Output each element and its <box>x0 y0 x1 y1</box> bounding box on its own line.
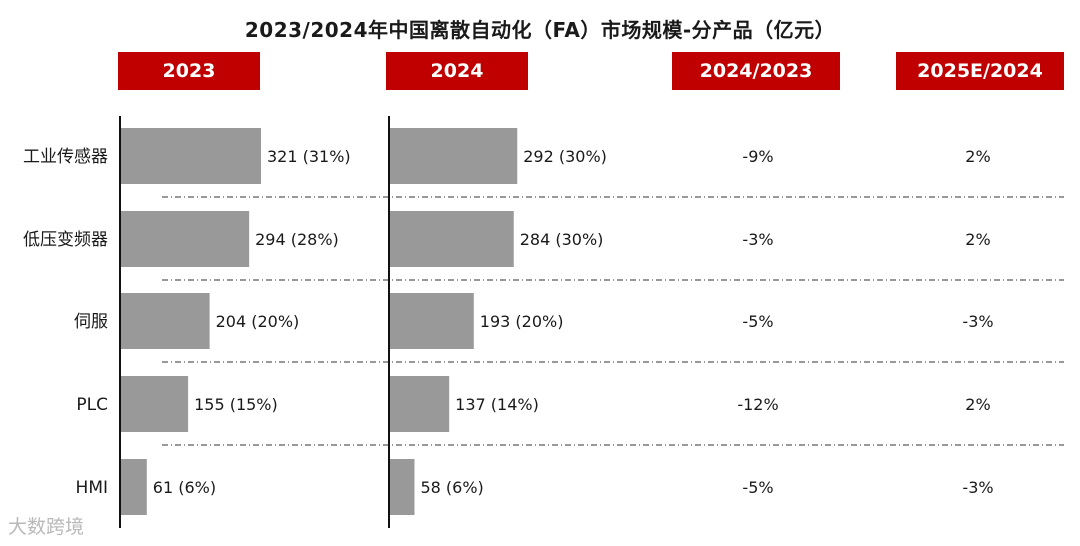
data-label: 155 (15%) <box>194 395 278 414</box>
bar-2024-0 <box>389 128 518 184</box>
data-label: 61 (6%) <box>153 478 216 497</box>
growth-value: 2% <box>965 230 990 249</box>
chart-title: 2023/2024年中国离散自动化（FA）市场规模-分产品（亿元） <box>244 18 836 42</box>
bar-2024-2 <box>389 293 474 349</box>
growth-value: -12% <box>737 395 778 414</box>
header-2024: 2024 <box>386 52 528 90</box>
growth-value: -5% <box>742 478 773 497</box>
header-2024-vs-2023: 2024/2023 <box>672 52 840 90</box>
bar-2023-0 <box>120 128 261 184</box>
growth-value: -3% <box>962 312 993 331</box>
growth-value: -3% <box>962 478 993 497</box>
data-label: 292 (30%) <box>523 147 607 166</box>
data-label: 294 (28%) <box>255 230 339 249</box>
category-label: HMI <box>76 478 108 498</box>
data-label: 193 (20%) <box>480 312 564 331</box>
category-label: PLC <box>76 395 108 415</box>
bar-2024-1 <box>389 211 514 267</box>
category-label: 伺服 <box>74 312 108 332</box>
growth-value: -5% <box>742 312 773 331</box>
growth-value: -9% <box>742 147 773 166</box>
data-label: 204 (20%) <box>216 312 300 331</box>
header-2025e-vs-2024: 2025E/2024 <box>896 52 1064 90</box>
bar-2023-1 <box>120 211 250 267</box>
bar-2024-3 <box>389 376 450 432</box>
bar-2023-2 <box>120 293 210 349</box>
category-label: 工业传感器 <box>23 147 108 167</box>
data-label: 321 (31%) <box>267 147 351 166</box>
growth-value: 2% <box>965 395 990 414</box>
data-label: 137 (14%) <box>455 395 539 414</box>
data-label: 58 (6%) <box>420 478 483 497</box>
bar-2023-3 <box>120 376 189 432</box>
growth-value: -3% <box>742 230 773 249</box>
watermark-logo: 大数跨境 <box>8 516 85 538</box>
data-label: 284 (30%) <box>520 230 604 249</box>
growth-value: 2% <box>965 147 990 166</box>
category-label: 低压变频器 <box>23 230 108 250</box>
header-2023: 2023 <box>118 52 260 90</box>
bar-2023-4 <box>120 459 147 515</box>
bar-2024-4 <box>389 459 415 515</box>
